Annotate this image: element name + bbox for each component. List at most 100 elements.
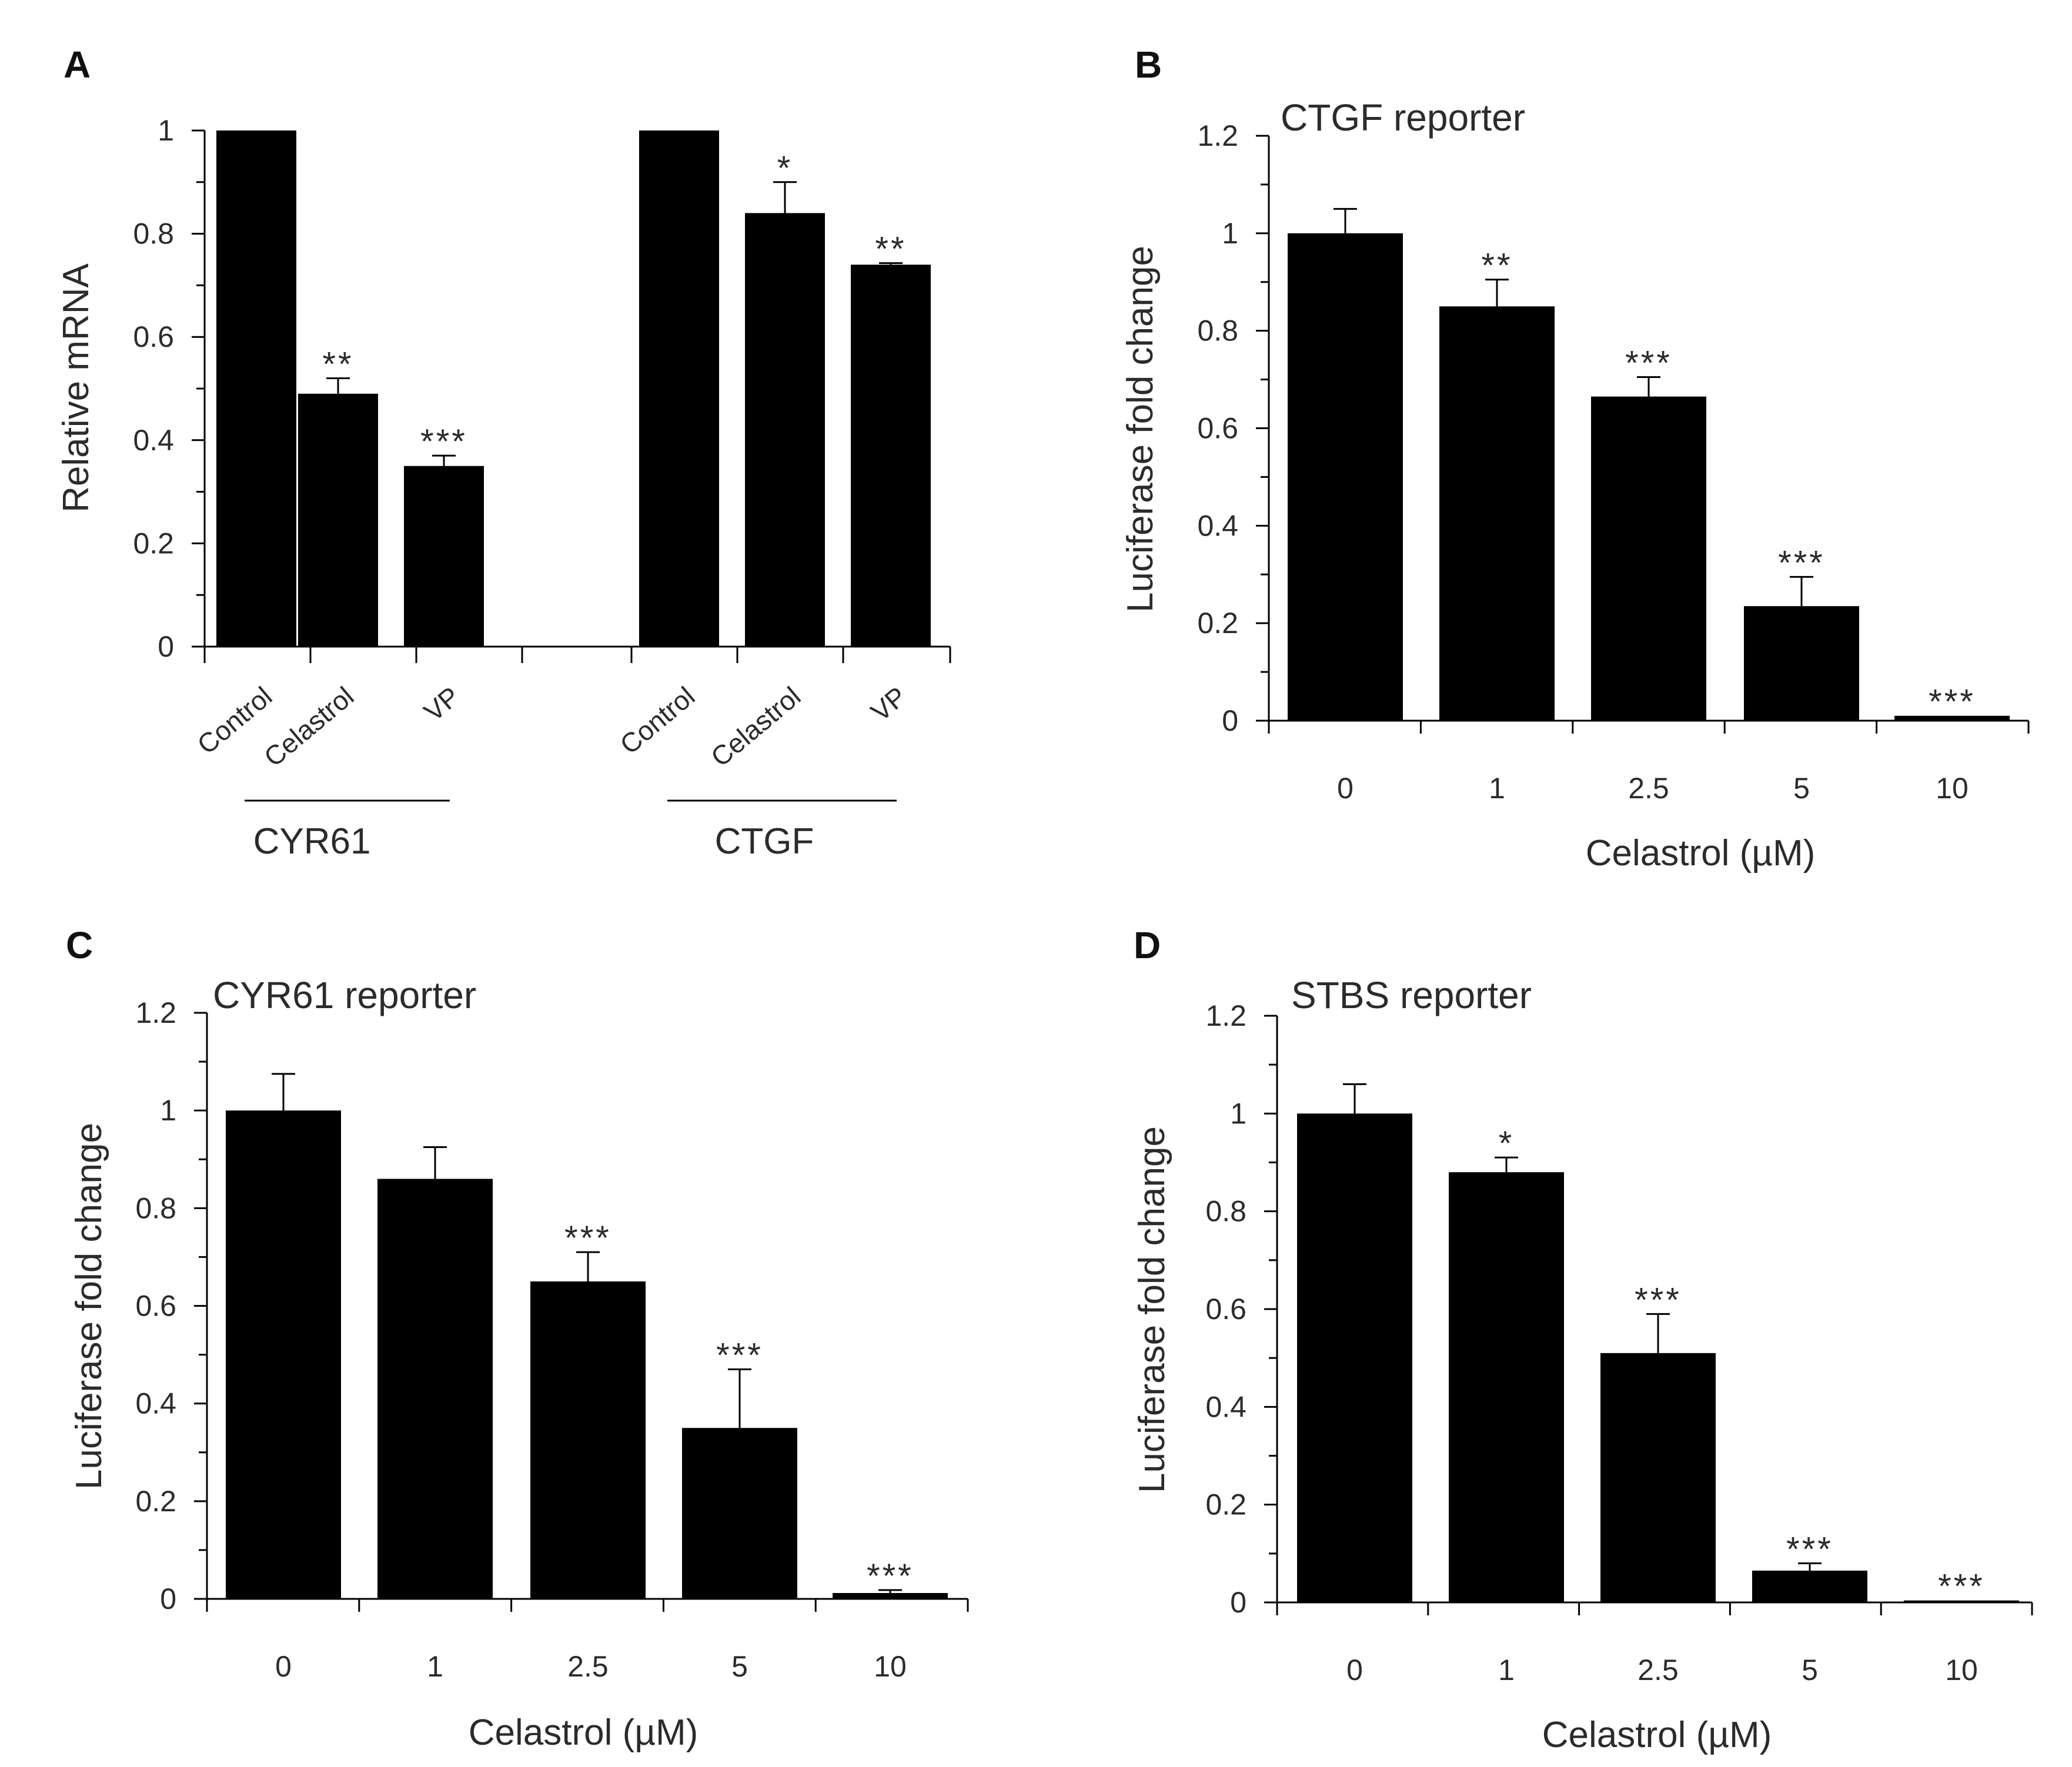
bar-5 (682, 1428, 797, 1599)
significance-label: *** (716, 1337, 763, 1375)
chart-panel-d: D STBS reporter 0 0.2 0.4 0.6 0.8 1 1.2 Luciferas… (1132, 924, 2033, 1755)
x-tick-label: 10 (874, 1650, 907, 1683)
bar-ctgf-1 (745, 213, 825, 647)
y-tick-label: 0.6 (135, 1290, 176, 1323)
y-axis-label: Luciferase fold change (69, 1123, 109, 1490)
bar-0 (1288, 233, 1403, 721)
bar-ctgf-0 (639, 130, 719, 647)
y-axis-label: Relative mRNA (56, 263, 96, 512)
significance-label: ** (322, 345, 353, 383)
y-tick-label: 0.8 (135, 1192, 176, 1224)
bar-cyr61-0 (216, 130, 296, 647)
x-tick-label: 5 (731, 1650, 748, 1683)
significance-label: * (777, 149, 793, 188)
y-tick-label: 0.8 (1205, 1195, 1246, 1228)
bar-cyr61-1 (298, 393, 378, 647)
chart-title: STBS reporter (1291, 974, 1532, 1016)
y-tick-label: 1.2 (1205, 999, 1246, 1032)
y-tick-label: 1 (1230, 1097, 1246, 1130)
x-tick-label: 0 (1337, 772, 1354, 805)
x-tick-label: 10 (1945, 1654, 1978, 1686)
significance-label: *** (1938, 1568, 1985, 1606)
significance-label: *** (1625, 344, 1672, 382)
significance-label: *** (1929, 683, 1976, 721)
x-tick-label: Celastrol (258, 681, 359, 773)
y-tick-label: 0.4 (133, 424, 174, 457)
significance-label: *** (1778, 544, 1825, 582)
bar-1 (1449, 1172, 1564, 1602)
x-axis-label: Celastrol (µM) (469, 1712, 699, 1753)
x-tick-label: 2.5 (1628, 772, 1669, 805)
y-tick-label: 1 (158, 114, 174, 147)
bar-2.5 (1600, 1353, 1716, 1602)
y-tick-label: 1 (1222, 217, 1238, 250)
x-tick-label: 10 (1936, 772, 1969, 805)
y-tick-label: 0.6 (1205, 1293, 1246, 1326)
x-tick-label: VP (865, 681, 912, 727)
bar-1 (377, 1179, 493, 1599)
x-tick-label: 0 (275, 1650, 292, 1683)
x-tick-label: 1 (427, 1650, 443, 1683)
group-label: CTGF (715, 821, 814, 862)
y-tick-label: 0.2 (1205, 1488, 1246, 1521)
bar-2.5 (1591, 396, 1706, 721)
y-tick-label: 0.6 (133, 320, 174, 353)
y-tick-label: 0.4 (135, 1387, 176, 1420)
bar-cyr61-2 (404, 466, 484, 647)
y-tick-label: 0 (1230, 1586, 1246, 1619)
y-tick-label: 0.8 (133, 217, 174, 250)
y-tick-label: 0.6 (1197, 412, 1238, 445)
bar-2.5 (530, 1281, 646, 1599)
x-tick-label: 1 (1489, 772, 1505, 805)
x-axis-label: Celastrol (µM) (1586, 833, 1816, 874)
significance-label: ** (875, 230, 906, 269)
significance-label: *** (1786, 1530, 1833, 1568)
x-tick-label: 1 (1498, 1654, 1515, 1686)
y-tick-label: 0 (1222, 704, 1238, 737)
x-tick-label: 2.5 (1637, 1654, 1679, 1686)
significance-label: * (1499, 1125, 1515, 1163)
chart-title: CYR61 reporter (213, 974, 476, 1016)
bar-10 (833, 1593, 948, 1599)
y-tick-label: 0.2 (135, 1485, 176, 1518)
chart-title: CTGF reporter (1281, 96, 1525, 139)
significance-label: *** (420, 423, 467, 461)
chart-panel-b: B CTGF reporter 0 0.2 0.4 0.6 0.8 1 1.2 Luciferas… (1120, 43, 2030, 874)
significance-label: ** (1481, 247, 1512, 285)
group-label: CYR61 (253, 821, 371, 862)
y-tick-label: 1 (160, 1094, 176, 1127)
bar-0 (1297, 1113, 1412, 1602)
bar-5 (1752, 1570, 1867, 1602)
significance-label: *** (1635, 1281, 1682, 1319)
panel-letter: D (1134, 924, 1161, 966)
x-tick-label: Celastrol (705, 681, 806, 773)
chart-panel-c: C CYR61 reporter 0 0.2 0.4 0.6 0.8 1 1.2 Lucifera… (66, 924, 969, 1753)
y-axis-label: Luciferase fold change (1132, 1126, 1172, 1493)
y-tick-label: 1.2 (135, 996, 176, 1029)
panel-letter: C (66, 924, 93, 966)
x-tick-label: 5 (1802, 1654, 1818, 1686)
x-axis-label: Celastrol (µM) (1542, 1715, 1772, 1755)
bar-ctgf-2 (851, 265, 931, 647)
y-tick-label: 0.8 (1197, 314, 1238, 347)
y-tick-label: 0.2 (1197, 607, 1238, 640)
significance-label: *** (564, 1219, 611, 1257)
bar-0 (226, 1110, 341, 1599)
x-tick-label: VP (418, 681, 465, 727)
y-tick-label: 0 (160, 1582, 176, 1615)
bar-1 (1439, 306, 1555, 721)
chart-panel-a: A 0 0.2 0.4 0.6 0.8 1 Relative mRNA Control ** Cel… (56, 43, 951, 862)
bar-5 (1744, 606, 1859, 721)
panel-letter: B (1135, 43, 1162, 86)
bar-10 (1894, 715, 2010, 721)
significance-label: *** (867, 1557, 914, 1595)
y-axis-label: Luciferase fold change (1120, 246, 1161, 613)
x-tick-label: 5 (1793, 772, 1810, 805)
x-tick-label: 0 (1346, 1654, 1363, 1686)
y-tick-label: 0.4 (1205, 1390, 1246, 1423)
y-tick-label: 1.2 (1197, 119, 1238, 152)
y-tick-label: 0.2 (133, 527, 174, 560)
x-tick-label: 2.5 (567, 1650, 609, 1683)
x-tick-label: Control (614, 681, 700, 760)
